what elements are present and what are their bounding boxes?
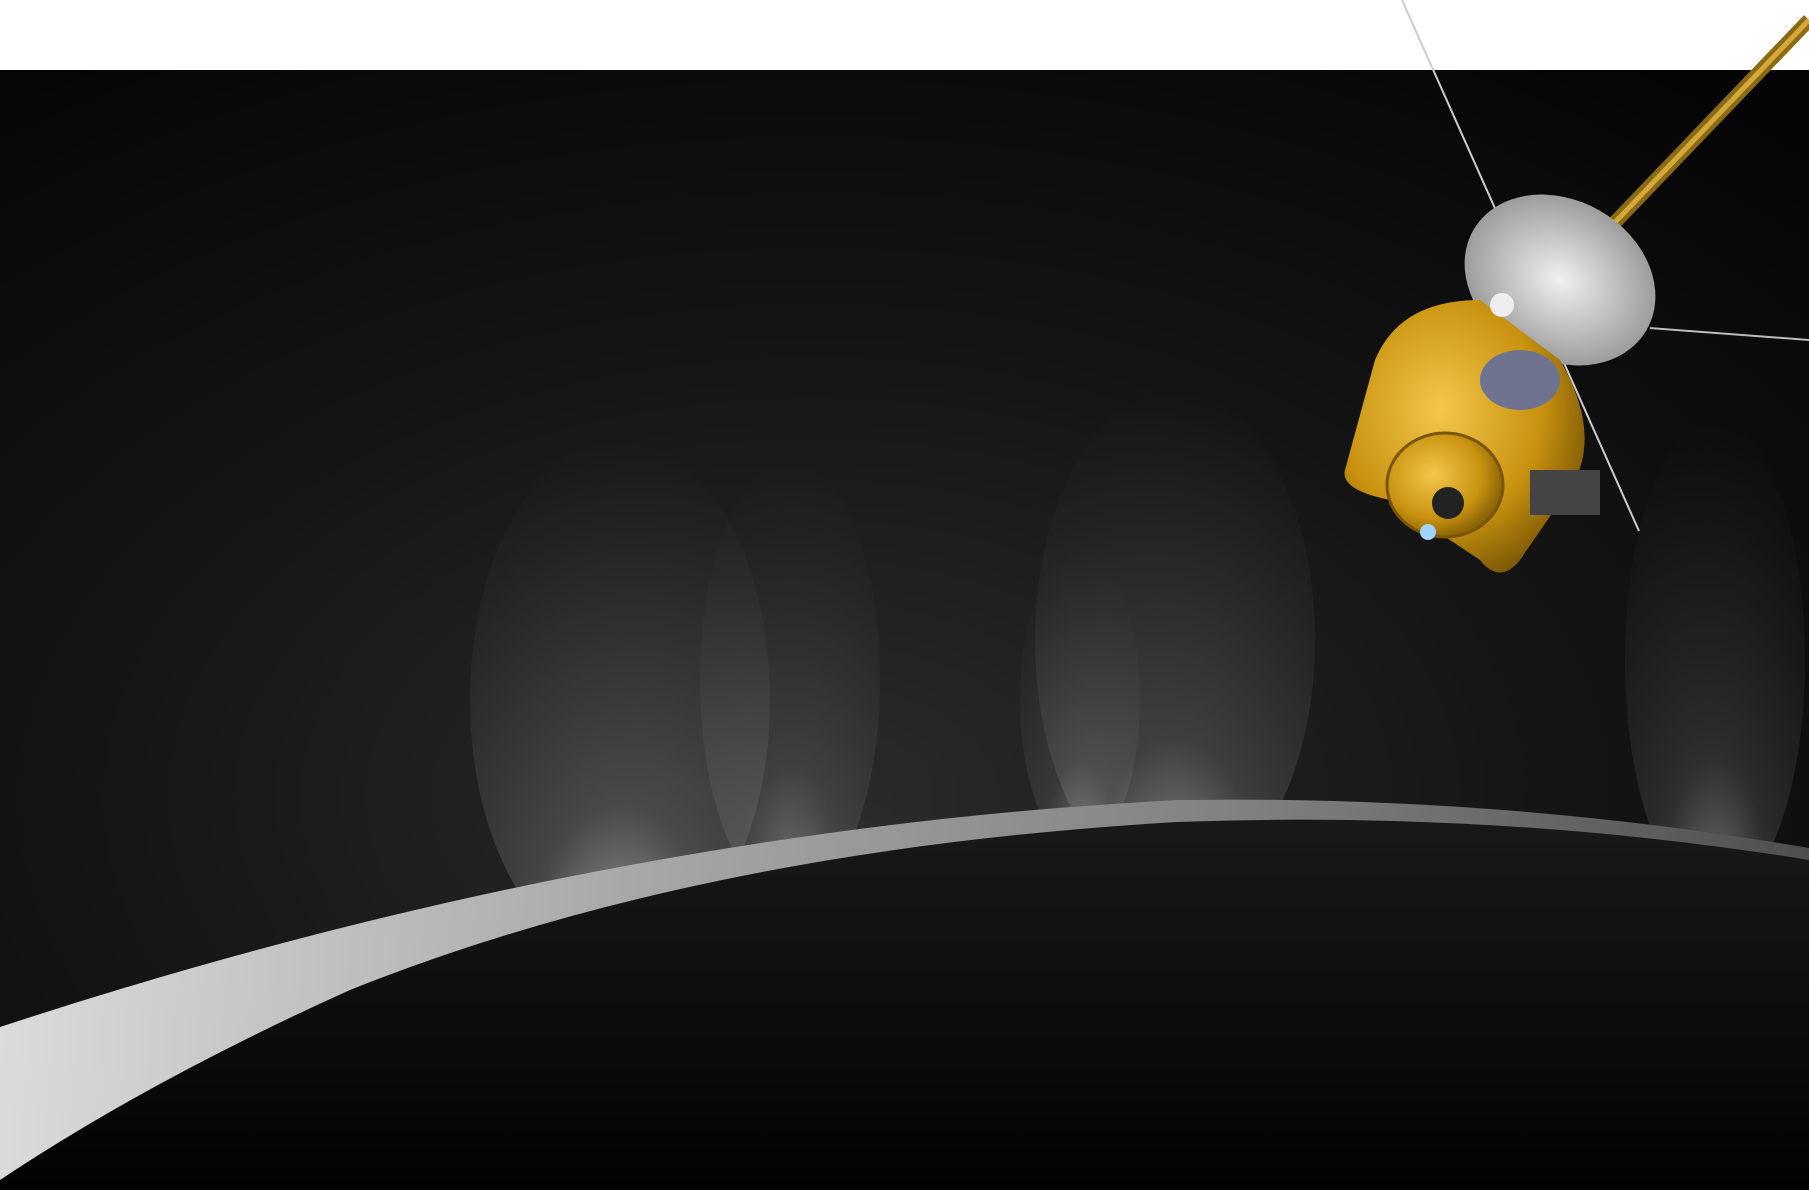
top-band <box>0 0 1809 70</box>
moon <box>0 799 1809 1190</box>
spacecraft <box>1344 0 1809 573</box>
